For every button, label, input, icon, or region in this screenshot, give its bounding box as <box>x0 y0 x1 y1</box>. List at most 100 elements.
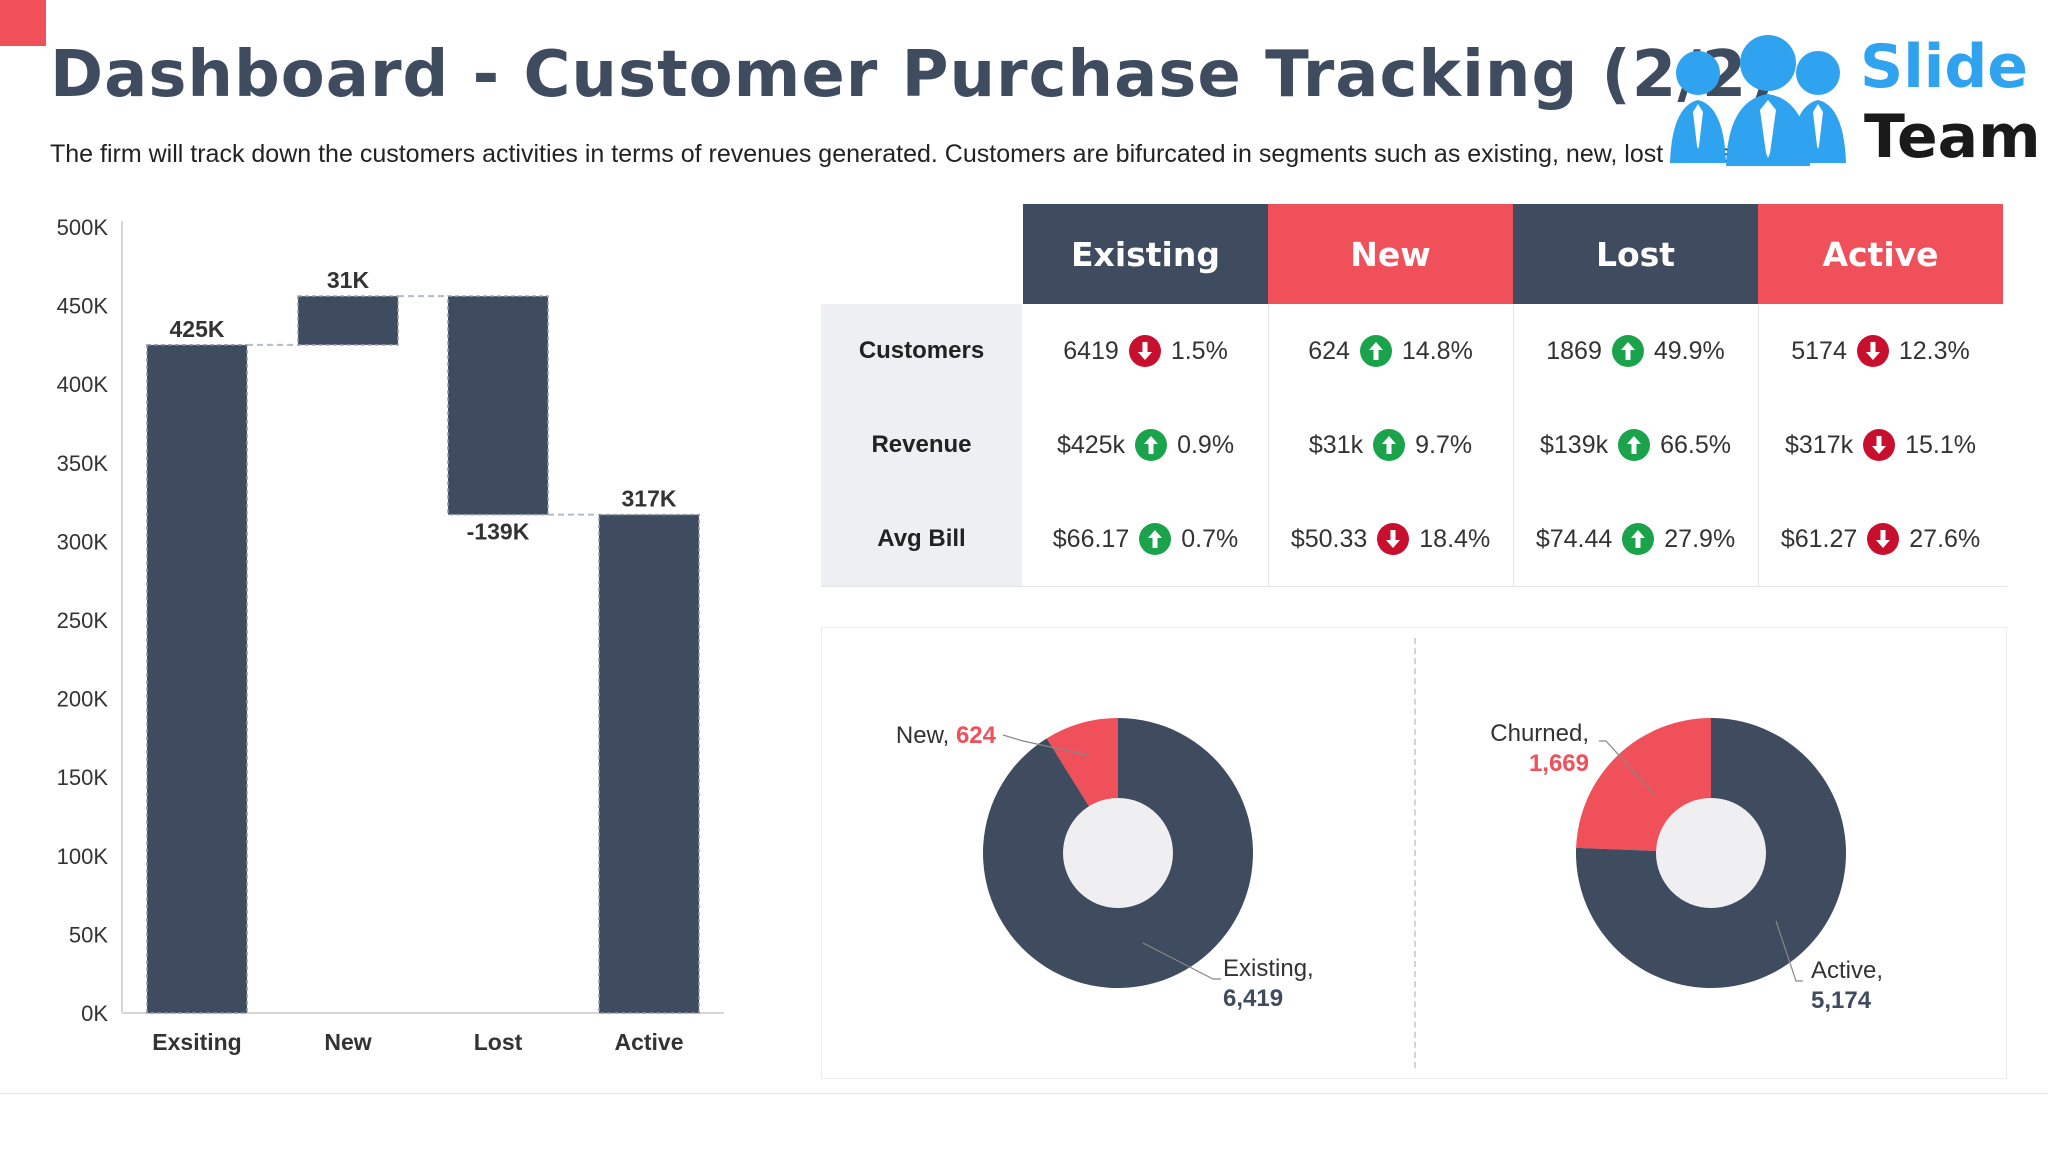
y-tick-label: 250K <box>57 608 109 633</box>
cell-change-percent: 9.7% <box>1415 430 1473 459</box>
slice-value: 1,669 <box>1529 750 1589 777</box>
y-tick-label: 0K <box>81 1001 108 1026</box>
donut-chart-new-existing: New, 624 Existing, 6,419 <box>822 628 1414 1080</box>
y-tick-label: 450K <box>57 294 109 319</box>
waterfall-bar <box>297 295 399 346</box>
bar-value-label: 31K <box>327 267 370 293</box>
footer-divider <box>0 1093 2048 1094</box>
team-people-icon <box>1670 35 1846 166</box>
cell-change-percent: 66.5% <box>1660 430 1731 459</box>
table-cell: $139k 66.5% <box>1513 398 1758 492</box>
cell-change-percent: 18.4% <box>1419 524 1491 553</box>
cell-change-percent: 1.5% <box>1170 336 1228 365</box>
column-divider <box>1513 304 1514 586</box>
leader-line <box>1002 734 1091 757</box>
cell-value: $50.33 <box>1290 524 1368 553</box>
y-tick-label: 50K <box>69 922 108 947</box>
x-category-label: New <box>324 1029 371 1055</box>
slice-value: 6,419 <box>1223 985 1283 1012</box>
bar-value-label: 317K <box>622 486 677 512</box>
table-cell: $66.17 0.7% <box>1023 492 1268 586</box>
column-divider <box>1758 304 1759 586</box>
y-tick-label: 500K <box>57 215 109 240</box>
table-cell: $425k 0.9% <box>1023 398 1268 492</box>
row-label-revenue: Revenue <box>821 398 1022 492</box>
row-label-avg-bill: Avg Bill <box>821 492 1022 586</box>
cell-value: 1869 <box>1546 336 1602 365</box>
table-cell: $317k 15.1% <box>1758 398 2003 492</box>
y-tick-label: 350K <box>57 451 109 476</box>
waterfall-bar <box>146 344 248 1014</box>
bar-value-label: 425K <box>170 316 225 342</box>
cell-change-percent: 15.1% <box>1905 430 1976 459</box>
leader-line <box>1142 942 1221 980</box>
column-header-new: New <box>1268 204 1513 304</box>
table-bottom-border <box>821 586 2007 587</box>
y-tick-label: 150K <box>57 765 109 790</box>
table-cell: 6419 1.5% <box>1023 304 1268 398</box>
bar-value-label: -139K <box>467 519 530 545</box>
slideteam-logo: Slide Team <box>1668 28 2041 172</box>
logo-text-slide: Slide <box>1860 32 2028 102</box>
corner-accent <box>0 0 46 46</box>
table-cell: $31k 9.7% <box>1268 398 1513 492</box>
waterfall-chart: 0K 50K 100K 150K 200K 250K 300K 350K 400K 450K 500… <box>0 200 780 1080</box>
y-tick-label: 300K <box>57 529 109 554</box>
table-cell: $74.44 27.9% <box>1513 492 1758 586</box>
donut-panel: New, 624 Existing, 6,419 Churned, 1,669 Acti… <box>821 627 2007 1079</box>
arrow-up-icon <box>1611 335 1644 367</box>
donut-svg: New, 624 Existing, 6,419 <box>896 718 1314 1012</box>
arrow-up-icon <box>1622 523 1655 555</box>
arrow-down-icon <box>1863 429 1896 461</box>
waterfall-bar <box>447 295 549 516</box>
cell-value: $139k <box>1539 430 1609 459</box>
slice-label: Churned, <box>1490 720 1589 747</box>
y-tick-label: 400K <box>57 372 109 397</box>
cell-change-percent: 14.8% <box>1401 336 1473 365</box>
panel-divider <box>1414 638 1416 1068</box>
arrow-up-icon <box>1359 335 1392 367</box>
cell-value: 6419 <box>1063 336 1119 365</box>
arrow-up-icon <box>1618 429 1651 461</box>
arrow-down-icon <box>1377 523 1410 555</box>
cell-value: $66.17 <box>1052 524 1130 553</box>
arrow-up-icon <box>1373 429 1406 461</box>
cell-change-percent: 0.7% <box>1181 524 1239 553</box>
cell-change-percent: 0.9% <box>1177 430 1235 459</box>
cell-change-percent: 49.9% <box>1653 336 1725 365</box>
cell-value: $31k <box>1308 430 1364 459</box>
cell-change-percent: 12.3% <box>1898 336 1970 365</box>
arrow-down-icon <box>1856 335 1889 367</box>
page-subtitle: The firm will track down the customers a… <box>50 140 1792 168</box>
cell-value: $317k <box>1784 430 1854 459</box>
y-tick-label: 200K <box>57 687 109 712</box>
donut-hole <box>1063 798 1173 908</box>
cell-change-percent: 27.6% <box>1909 524 1981 553</box>
cell-value: 5174 <box>1791 336 1847 365</box>
donut-chart-churned-active: Churned, 1,669 Active, 5,174 <box>1415 628 2007 1080</box>
table-cell: 624 14.8% <box>1268 304 1513 398</box>
waterfall-bar <box>598 513 700 1014</box>
donut-svg: Churned, 1,669 Active, 5,174 <box>1490 718 1883 1014</box>
x-category-label: Lost <box>474 1029 523 1055</box>
cell-value: $74.44 <box>1535 524 1613 553</box>
leader-line <box>1599 740 1654 794</box>
row-label-customers: Customers <box>821 304 1022 398</box>
column-header-lost: Lost <box>1513 204 1758 304</box>
slice-value: 5,174 <box>1811 987 1872 1014</box>
column-divider <box>1268 304 1269 586</box>
slice-label: New, 624 <box>896 722 997 749</box>
table-cell: 1869 49.9% <box>1513 304 1758 398</box>
x-category-label: Active <box>614 1029 683 1055</box>
waterfall-chart-svg: 0K 50K 100K 150K 200K 250K 300K 350K 400K 450K 500… <box>57 215 724 1055</box>
slice-label: Active, <box>1811 957 1883 984</box>
arrow-up-icon <box>1139 523 1172 555</box>
cell-value: 624 <box>1308 336 1350 365</box>
table-cell: $61.27 27.6% <box>1758 492 2003 586</box>
table-cell: 5174 12.3% <box>1758 304 2003 398</box>
cell-change-percent: 27.9% <box>1664 524 1736 553</box>
arrow-up-icon <box>1135 429 1168 461</box>
y-tick-label: 100K <box>57 844 109 869</box>
logo-text-team: Team <box>1864 102 2041 172</box>
slice-label: Existing, <box>1223 955 1314 982</box>
